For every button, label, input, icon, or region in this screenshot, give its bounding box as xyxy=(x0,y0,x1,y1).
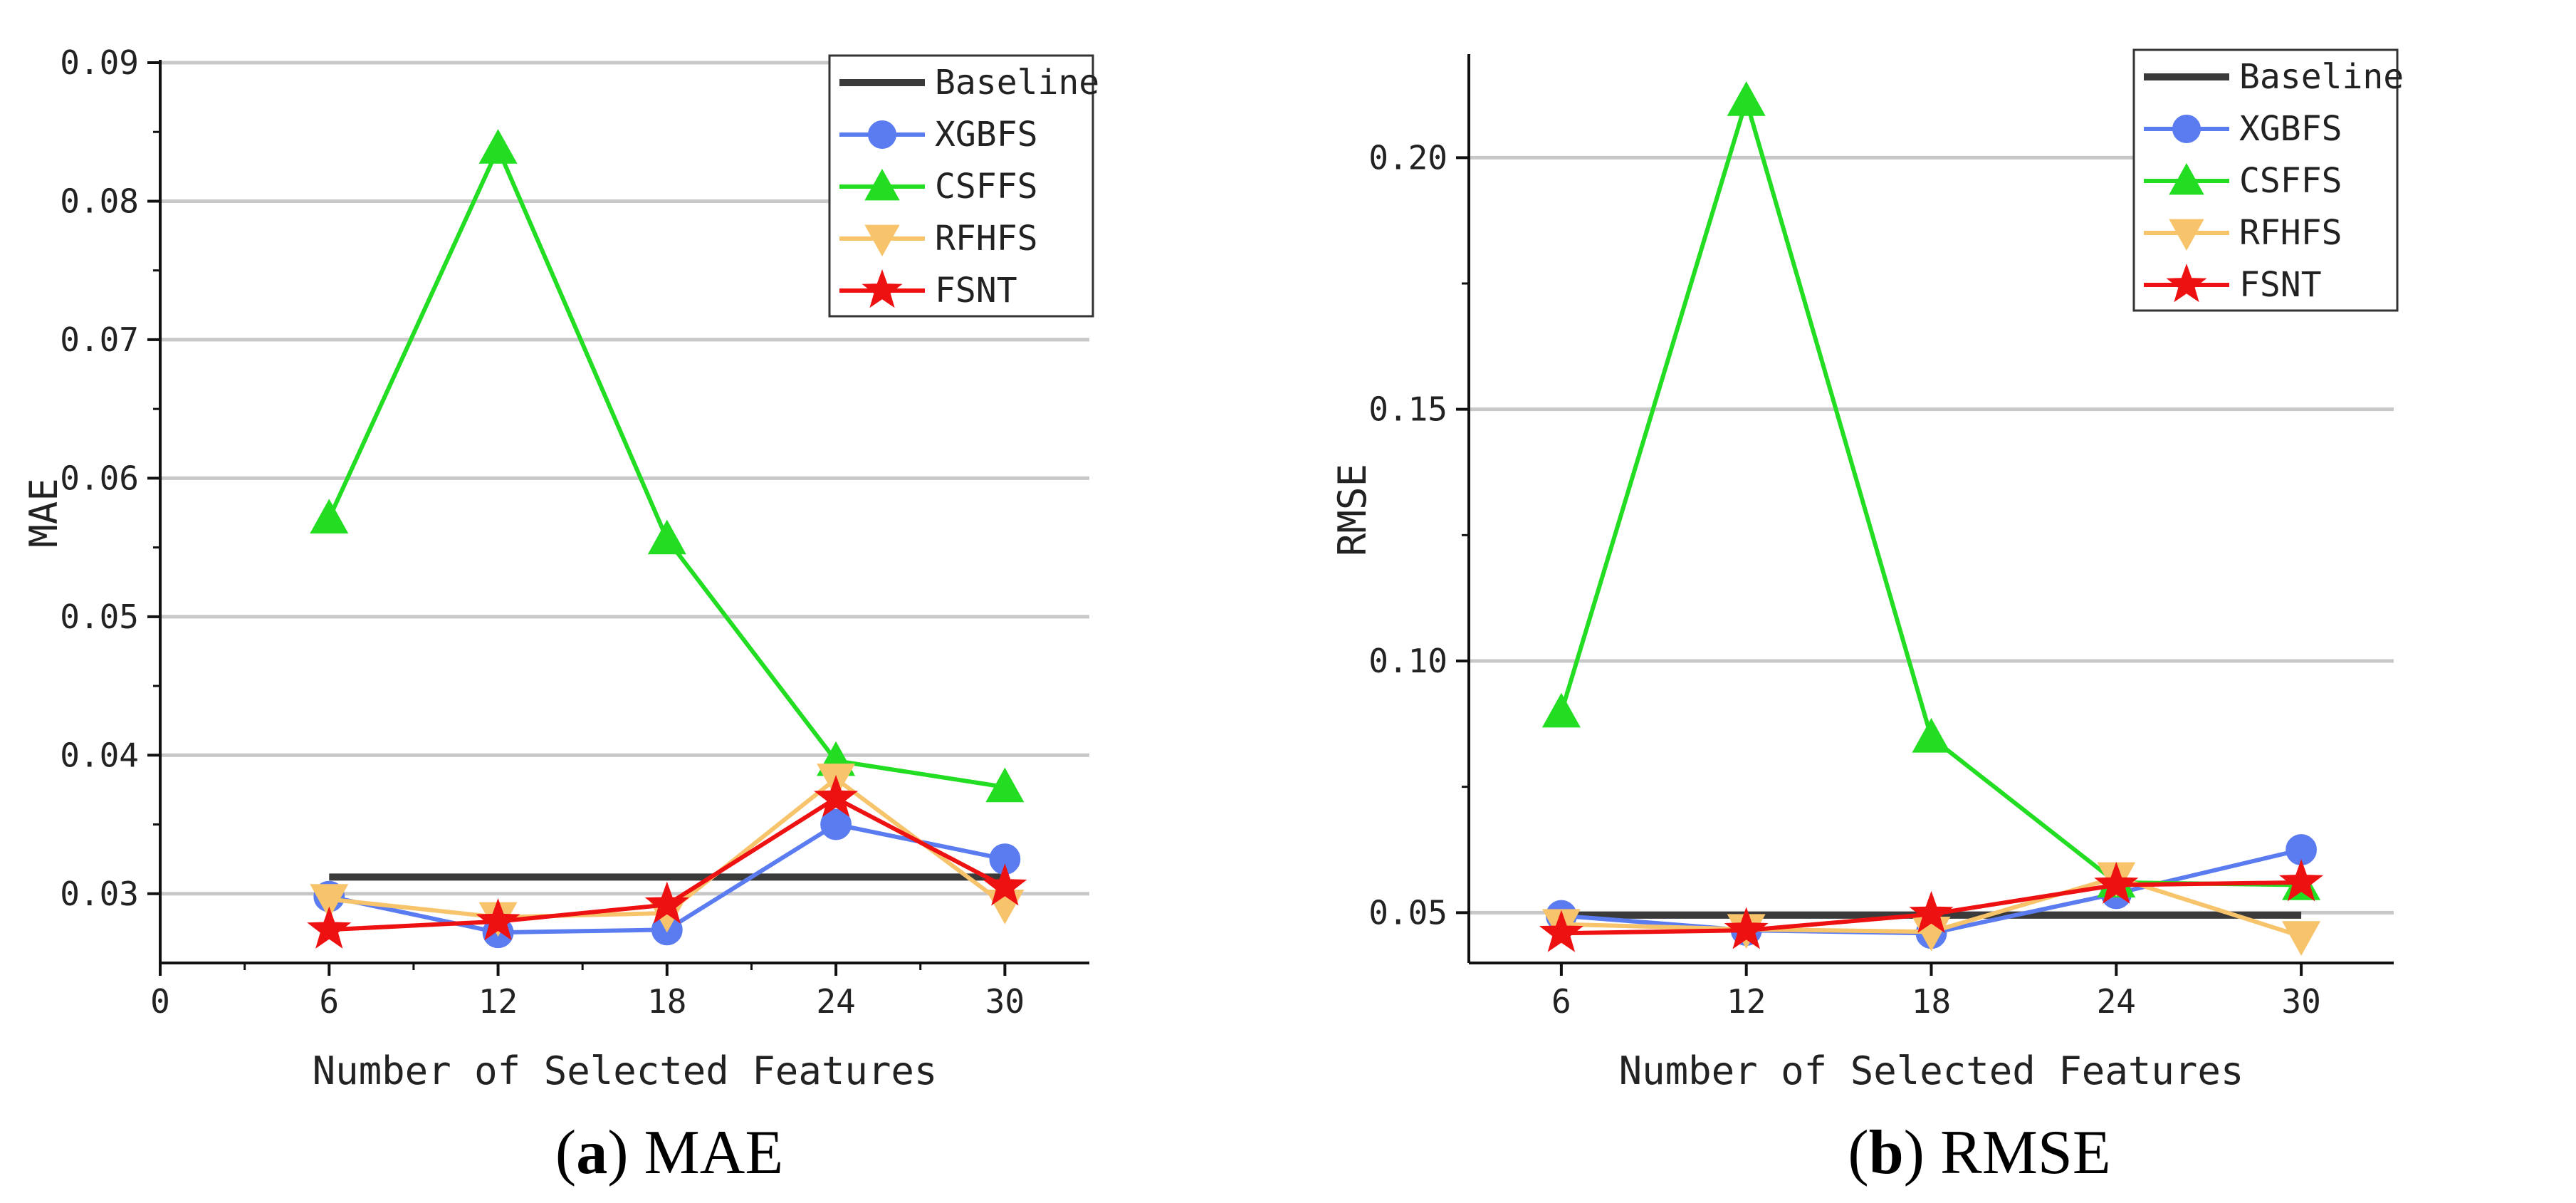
caption-b-text: RMSE xyxy=(1939,1118,2111,1187)
rmse-y-tick-label-0: 0.05 xyxy=(1368,893,1447,932)
mae-csffs-point-1 xyxy=(478,129,518,164)
rmse-legend-label-rfhfs: RFHFS xyxy=(2239,213,2342,253)
rmse-x-tick-label-3: 24 xyxy=(2097,982,2136,1021)
mae-legend-marker-csffs xyxy=(864,168,900,201)
rmse-legend-marker-fsnt xyxy=(2166,264,2207,303)
mae-legend-marker-fsnt xyxy=(862,269,903,308)
rmse-x-tick-label-1: 12 xyxy=(1727,982,1766,1021)
rmse-fsnt-point-2 xyxy=(1909,890,1954,933)
rmse-y-tick-label-2: 0.15 xyxy=(1368,390,1447,429)
rmse-x-tick-label-0: 6 xyxy=(1551,982,1571,1021)
caption-a-text: MAE xyxy=(644,1118,784,1187)
rmse-legend-marker-rfhfs xyxy=(2169,219,2204,251)
mae-fsnt-point-0 xyxy=(307,906,352,949)
mae-y-tick-label-5: 0.08 xyxy=(60,182,139,220)
mae-y-tick-label-3: 0.06 xyxy=(60,459,139,497)
rmse-fsnt-point-3 xyxy=(2094,861,2139,904)
chart-rmse: 0.05 0.10 0.15 0.20 6 12 18 24 30 Number of Selec… xyxy=(1330,48,2404,1093)
mae-csffs-point-2 xyxy=(647,519,686,555)
rmse-csffs-point-2 xyxy=(1912,718,1951,753)
rmse-fsnt-point-0 xyxy=(1539,910,1583,952)
mae-legend-label-rfhfs: RFHFS xyxy=(935,219,1038,259)
mae-fsnt-point-2 xyxy=(644,881,689,924)
rmse-csffs-point-1 xyxy=(1727,81,1766,116)
mae-x-axis-label: Number of Selected Features xyxy=(313,1048,938,1093)
mae-legend-label-csffs: CSFFS xyxy=(935,167,1038,207)
rmse-y-tick-label-1: 0.10 xyxy=(1368,642,1447,680)
mae-fsnt-point-4 xyxy=(983,863,1027,906)
mae-x-tick-label-5: 30 xyxy=(985,982,1025,1021)
mae-x-tick-label-2: 12 xyxy=(478,982,518,1021)
mae-x-tick-label-1: 6 xyxy=(319,982,339,1021)
rmse-x-axis-label: Number of Selected Features xyxy=(1619,1048,2244,1093)
caption-b: (b) RMSE xyxy=(1848,1118,2111,1187)
rmse-legend-label-baseline: Baseline xyxy=(2239,57,2404,97)
rmse-legend-label-csffs: CSFFS xyxy=(2239,161,2342,201)
rmse-x-tick-label-4: 30 xyxy=(2281,982,2320,1021)
mae-legend-label-xgbfs: XGBFS xyxy=(935,115,1038,155)
mae-csffs-point-0 xyxy=(310,499,349,534)
rmse-fsnt-point-4 xyxy=(2279,859,2324,902)
mae-y-axis-label: MAE xyxy=(21,478,66,548)
rmse-legend: Baseline XGBFS CSFFS RFHFS FSNT xyxy=(2132,48,2404,312)
mae-y-tick-label-4: 0.07 xyxy=(60,321,139,359)
mae-y-tick-label-2: 0.05 xyxy=(60,598,139,636)
rmse-rfhfs-point-4 xyxy=(2282,921,2321,956)
rmse-y-tick-label-3: 0.20 xyxy=(1368,138,1447,177)
mae-xgbfs-point-3 xyxy=(820,808,852,840)
caption-a: (a) MAE xyxy=(555,1118,784,1187)
mae-csffs-point-4 xyxy=(985,767,1025,803)
chart-mae: 0.03 0.04 0.05 0.06 0.07 0.08 0.09 0 6 12 18 24 30 Nu… xyxy=(21,43,1099,1093)
mae-y-tick-label-0: 0.03 xyxy=(60,875,139,913)
rmse-legend-label-xgbfs: XGBFS xyxy=(2239,109,2342,149)
mae-legend-marker-rfhfs xyxy=(864,224,900,257)
caption-b-letter: b xyxy=(1868,1118,1904,1187)
mae-legend-label-baseline: Baseline xyxy=(935,63,1099,103)
rmse-csffs-point-0 xyxy=(1541,692,1581,728)
mae-x-tick-label-4: 24 xyxy=(816,982,855,1021)
mae-x-tick-label-0: 0 xyxy=(150,982,170,1021)
mae-legend: Baseline XGBFS CSFFS RFHFS FSNT xyxy=(828,54,1099,318)
mae-fsnt-point-3 xyxy=(813,774,859,818)
mae-y-tick-label-1: 0.04 xyxy=(60,736,139,774)
rmse-x-tick-label-2: 18 xyxy=(1912,982,1951,1021)
mae-fsnt-point-1 xyxy=(476,898,520,941)
mae-series-fsnt xyxy=(307,774,1027,949)
mae-legend-box xyxy=(828,54,1094,318)
rmse-series-fsnt xyxy=(1539,859,2324,952)
mae-legend-label-fsnt: FSNT xyxy=(935,271,1017,311)
rmse-legend-marker-xgbfs xyxy=(2172,115,2201,143)
mae-legend-marker-xgbfs xyxy=(868,120,896,149)
mae-rfhfs-point-0 xyxy=(310,884,349,919)
caption-a-letter: a xyxy=(576,1118,608,1187)
rmse-legend-marker-csffs xyxy=(2169,162,2204,195)
rmse-fsnt-point-1 xyxy=(1724,907,1769,949)
rmse-legend-label-fsnt: FSNT xyxy=(2239,265,2322,305)
mae-x-tick-label-3: 18 xyxy=(647,982,686,1021)
mae-y-tick-label-6: 0.09 xyxy=(60,43,139,82)
rmse-y-axis-label: RMSE xyxy=(1330,464,1375,556)
